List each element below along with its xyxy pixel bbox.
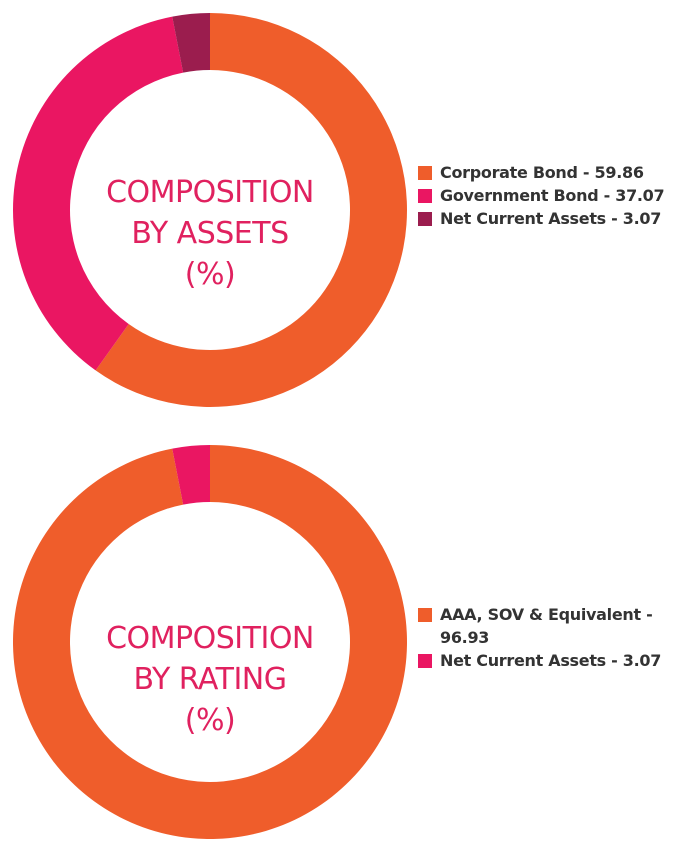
legend-swatch	[418, 608, 432, 622]
rating-legend-item: Net Current Assets - 3.07	[418, 649, 668, 672]
asset-slice-net-current-assets	[172, 13, 210, 73]
asset-legend-item: Net Current Assets - 3.07	[418, 207, 668, 230]
legend-label: Net Current Assets - 3.07	[440, 651, 662, 670]
legend-swatch	[418, 212, 432, 226]
legend-swatch	[418, 166, 432, 180]
asset-title-line-1: COMPOSITION	[106, 175, 314, 210]
asset-composition-chart: COMPOSITION BY ASSETS (%) Corporate Bond…	[0, 0, 676, 420]
legend-label: Corporate Bond - 59.86	[440, 163, 644, 182]
asset-slice-government-bond	[13, 16, 184, 371]
legend-swatch	[418, 654, 432, 668]
asset-title-line-3: (%)	[184, 257, 236, 292]
rating-slice-net-current-assets	[172, 445, 210, 505]
rating-legend-item: AAA, SOV & Equivalent - 96.93	[418, 603, 668, 649]
asset-title-line-2: BY ASSETS	[131, 216, 289, 251]
rating-composition-chart: COMPOSITION BY RATING (%) AAA, SOV & Equ…	[0, 432, 676, 852]
asset-legend-item: Government Bond - 37.07	[418, 184, 668, 207]
rating-donut	[12, 445, 407, 839]
rating-title-line-2: BY RATING	[133, 662, 288, 697]
asset-donut	[13, 13, 408, 408]
asset-slice-corporate-bond	[95, 13, 408, 408]
asset-legend-item: Corporate Bond - 59.86	[418, 161, 668, 184]
rating-donut-title: COMPOSITION BY RATING (%)	[60, 618, 360, 741]
legend-label: Government Bond - 37.07	[440, 186, 665, 205]
rating-legend: AAA, SOV & Equivalent - 96.93 Net Curren…	[418, 603, 668, 672]
rating-title-line-3: (%)	[184, 703, 236, 738]
legend-swatch	[418, 189, 432, 203]
rating-title-line-1: COMPOSITION	[106, 621, 314, 656]
legend-label: AAA, SOV & Equivalent - 96.93	[440, 605, 653, 647]
legend-label: Net Current Assets - 3.07	[440, 209, 662, 228]
asset-legend: Corporate Bond - 59.86 Government Bond -…	[418, 161, 668, 230]
asset-donut-title: COMPOSITION BY ASSETS (%)	[60, 172, 360, 295]
